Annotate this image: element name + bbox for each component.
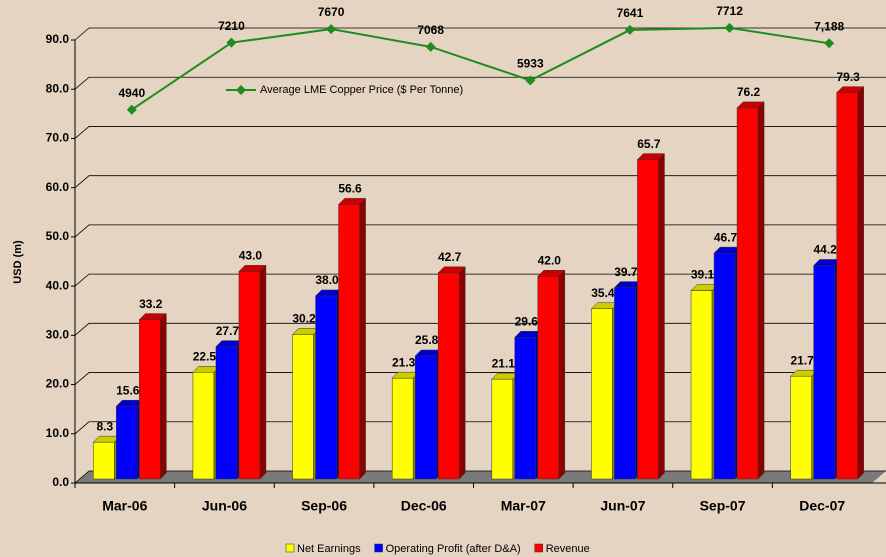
bar-side [459, 267, 465, 479]
bar-side [858, 87, 864, 479]
data-label: 21.3 [392, 355, 416, 369]
x-tick-label: Dec-06 [401, 498, 447, 514]
y-tick-label: 50.0 [46, 229, 70, 243]
bar [637, 160, 658, 479]
x-tick-label: Sep-07 [700, 498, 746, 514]
legend-label: Net Earnings [297, 543, 361, 555]
data-label: 22.5 [193, 349, 217, 363]
data-label: 8.3 [96, 419, 113, 433]
bar [293, 334, 314, 479]
legend-swatch [375, 544, 383, 552]
data-label: 42.0 [538, 253, 562, 267]
data-label: 7670 [318, 5, 345, 19]
bar [438, 273, 459, 479]
x-tick-label: Jun-06 [202, 498, 247, 514]
data-label: 21.7 [791, 353, 815, 367]
bar [216, 347, 237, 479]
bar [492, 379, 513, 479]
bar [116, 406, 137, 479]
data-label: 7068 [417, 23, 444, 37]
bar-side [360, 198, 366, 479]
bar-side [160, 314, 166, 479]
data-label: 21.1 [492, 356, 516, 370]
data-label: 39.1 [691, 268, 715, 282]
bar [614, 288, 635, 479]
bar [392, 378, 413, 479]
bar [93, 442, 114, 479]
data-label: 7641 [617, 6, 644, 20]
data-label: 39.7 [614, 265, 638, 279]
data-label: 15.6 [116, 383, 140, 397]
bar [415, 356, 436, 479]
data-label: 5933 [517, 57, 544, 71]
data-label: 44.2 [814, 243, 838, 257]
bar [316, 296, 337, 479]
bar [239, 271, 260, 479]
bar-side [658, 154, 664, 479]
data-label: 76.2 [737, 85, 761, 99]
legend-swatch [286, 544, 294, 552]
y-tick-label: 10.0 [46, 426, 70, 440]
data-label: 7,188 [814, 19, 844, 33]
bar [139, 320, 160, 479]
y-tick-label: 0.0 [52, 475, 69, 489]
x-tick-label: Mar-06 [102, 498, 147, 514]
data-label: 56.6 [338, 182, 362, 196]
bar [737, 108, 758, 479]
y-tick-label: 90.0 [46, 32, 70, 46]
y-tick-label: 40.0 [46, 278, 70, 292]
data-label: 7712 [716, 4, 743, 18]
x-tick-label: Dec-07 [799, 498, 845, 514]
data-label: 29.6 [515, 314, 539, 328]
bar [591, 309, 612, 479]
y-tick-label: 70.0 [46, 131, 70, 145]
data-label: 35.4 [591, 286, 615, 300]
y-tick-label: 60.0 [46, 180, 70, 194]
y-tick-label: 80.0 [46, 81, 70, 95]
x-tick-label: Sep-06 [301, 498, 347, 514]
x-tick-label: Mar-07 [501, 498, 546, 514]
bar [538, 276, 559, 479]
data-label: 30.2 [292, 312, 316, 326]
bar [837, 93, 858, 479]
data-label: 65.7 [637, 137, 661, 151]
x-tick-label: Jun-07 [600, 498, 645, 514]
bar-side [758, 102, 764, 479]
chart: USD (m) 0.0 10.0 20.0 30.0 40.0 50.0 60.0 70.0 8… [0, 0, 886, 557]
data-label: 42.7 [438, 250, 462, 264]
y-tick-label: 30.0 [46, 328, 70, 342]
data-label: 38.0 [315, 273, 339, 287]
data-label: 7210 [218, 19, 245, 33]
data-label: 43.0 [239, 249, 263, 263]
bar [714, 253, 735, 479]
bar [193, 372, 214, 479]
legend-swatch [535, 544, 543, 552]
bar [339, 204, 360, 479]
bar [691, 291, 712, 479]
bar-side [559, 270, 565, 479]
bar [515, 337, 536, 479]
data-label: 25.8 [415, 333, 439, 347]
y-axis-title: USD (m) [12, 240, 24, 284]
bar [814, 265, 835, 479]
legend-label: Average LME Copper Price ($ Per Tonne) [260, 84, 463, 96]
y-tick-label: 20.0 [46, 377, 70, 391]
legend-label: Operating Profit (after D&A) [386, 543, 521, 555]
bar [791, 376, 812, 479]
legend-label: Revenue [546, 543, 590, 555]
data-label: 27.7 [216, 324, 240, 338]
data-label: 4940 [118, 86, 145, 100]
data-label: 33.2 [139, 297, 163, 311]
bar-side [260, 265, 266, 479]
data-label: 79.3 [837, 70, 861, 84]
data-label: 46.7 [714, 230, 738, 244]
